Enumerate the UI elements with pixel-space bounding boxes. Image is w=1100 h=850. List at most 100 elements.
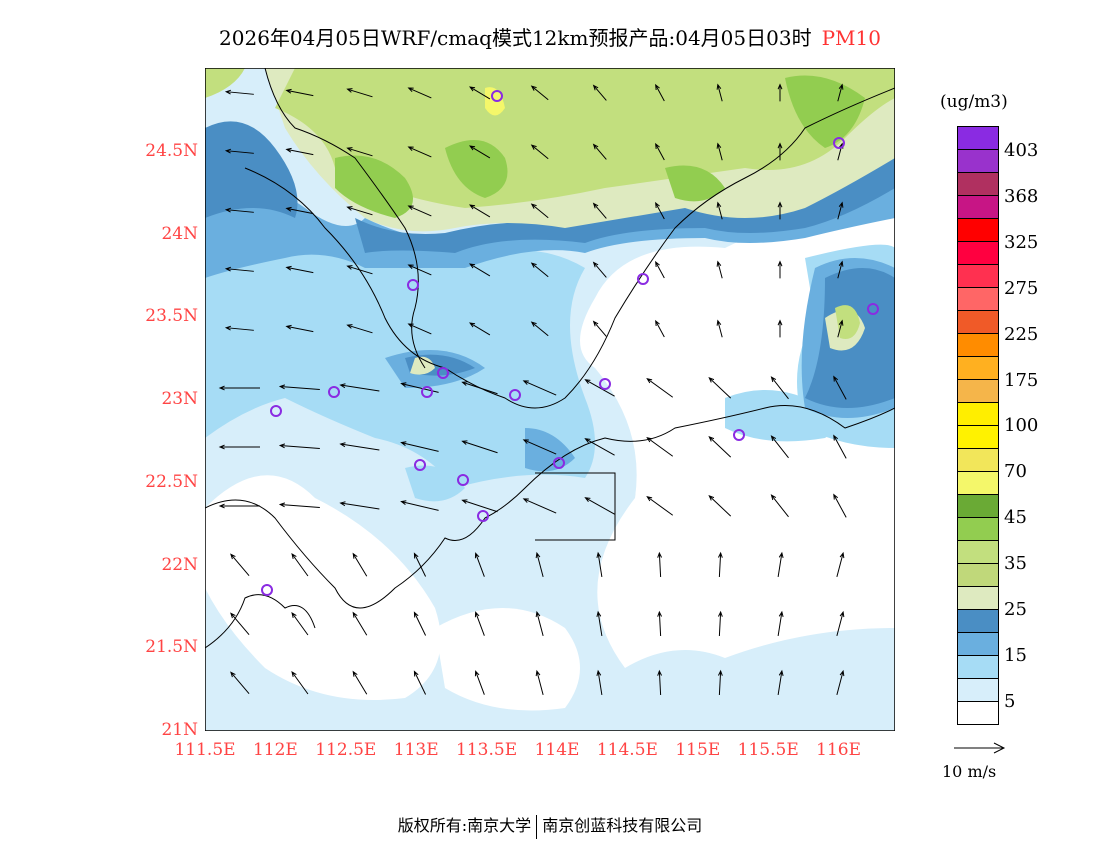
colorbar-swatch [958,518,998,541]
wind-arrow [596,551,603,578]
wind-arrow [833,434,847,459]
wind-arrow [230,553,250,577]
lat-label: 23.5N [145,306,198,327]
wind-arrow [646,496,674,516]
wind-arrow [777,201,783,220]
wind-arrow [291,670,309,695]
site-marker [833,137,845,149]
wind-arrow [646,378,674,398]
wind-arrow [346,88,373,98]
wind-arrow [468,322,491,336]
lon-label: 115.5E [737,740,799,760]
wind-arrow [461,440,498,454]
lon-label: 112.5E [315,740,377,760]
lat-label: 24N [161,223,198,244]
lon-label: 115E [675,740,721,760]
colorbar-label: 15 [1004,644,1027,666]
wind-arrow [657,669,663,696]
wind-arrow [717,551,723,578]
colorbar-label: 325 [1004,231,1039,253]
lat-label: 21.5N [145,637,198,658]
wind-arrow [285,265,314,274]
colorbar-label: 25 [1004,599,1027,620]
wind-arrow [339,501,380,510]
colorbar-swatch [958,656,998,679]
wind-arrow [716,83,723,102]
site-marker [407,279,419,291]
wind-arrow [777,142,783,161]
wind-arrow [837,319,844,338]
wind-arrow [285,206,314,215]
wind-arrow [530,262,549,278]
site-marker [270,405,282,417]
wind-arrow [716,319,723,338]
wind-arrow [461,381,498,395]
wind-arrow [346,147,373,157]
wind-arrow [655,142,665,161]
colorbar-swatch [958,242,998,265]
green-areas [335,75,865,218]
colorbar-label: 225 [1004,323,1039,345]
wind-arrow [708,494,732,517]
wind-arrow [646,437,674,457]
wind-arrow [530,144,549,160]
wind-arrow [596,610,603,637]
wind-arrow [407,323,432,335]
wind-arrow [339,442,380,451]
wind-arrow [777,319,783,338]
colorbar-swatch [958,173,998,196]
lat-label: 22.5N [145,471,198,492]
lat-label: 22N [161,554,198,575]
wind-arrow [584,379,615,397]
wind-arrow [592,261,607,278]
lat-label: 21N [161,719,198,740]
colorbar-swatch [958,449,998,472]
pollutant-label: PM10 [821,26,881,50]
wind-arrow [461,499,498,513]
title-text: 2026年04月05日WRF/cmaq模式12km预报产品:04月05日03时 [219,26,812,50]
wind-arrow [230,612,250,636]
site-marker [599,378,611,390]
wind-arrow [584,438,615,456]
wind-arrow [522,498,557,514]
wind-arrow [413,611,427,636]
wind-arrow [655,260,665,279]
lat-label: 23N [161,389,198,410]
wind-arrow [474,552,485,577]
wind-vectors [218,83,847,696]
wind-arrow [339,383,380,392]
wind-arrow [777,83,783,102]
wind-arrow [285,324,314,333]
wind-arrow [407,205,432,217]
wind-arrow [535,551,544,577]
monitoring-sites [261,90,879,596]
wind-arrow [224,266,254,272]
wind-arrow [716,201,723,220]
wind-arrow [291,611,309,636]
wind-arrow [285,88,314,97]
local-hotspot [410,356,435,375]
wind-arrow [291,552,309,577]
wind-arrow [474,611,485,636]
site-marker [414,459,426,471]
wind-arrow [596,669,603,696]
wind-arrow [655,83,665,102]
lon-label: 114.5E [596,740,658,760]
wind-arrow [407,264,432,276]
wind-arrow [836,610,845,636]
wind-arrow [218,444,260,450]
wind-arrow [655,319,665,338]
colorbar-label: 70 [1004,461,1027,483]
light-green-areas [205,68,895,339]
wind-arrow [218,503,260,509]
site-marker [437,367,449,379]
site-marker [491,90,503,102]
wind-arrow [655,201,665,220]
wind-arrow [530,321,549,337]
lon-label: 113E [393,740,439,760]
site-marker [637,273,649,285]
colorbar [957,126,999,725]
colorbar-swatch [958,380,998,403]
colorbar-swatch [958,127,998,150]
wind-arrow [400,500,439,511]
